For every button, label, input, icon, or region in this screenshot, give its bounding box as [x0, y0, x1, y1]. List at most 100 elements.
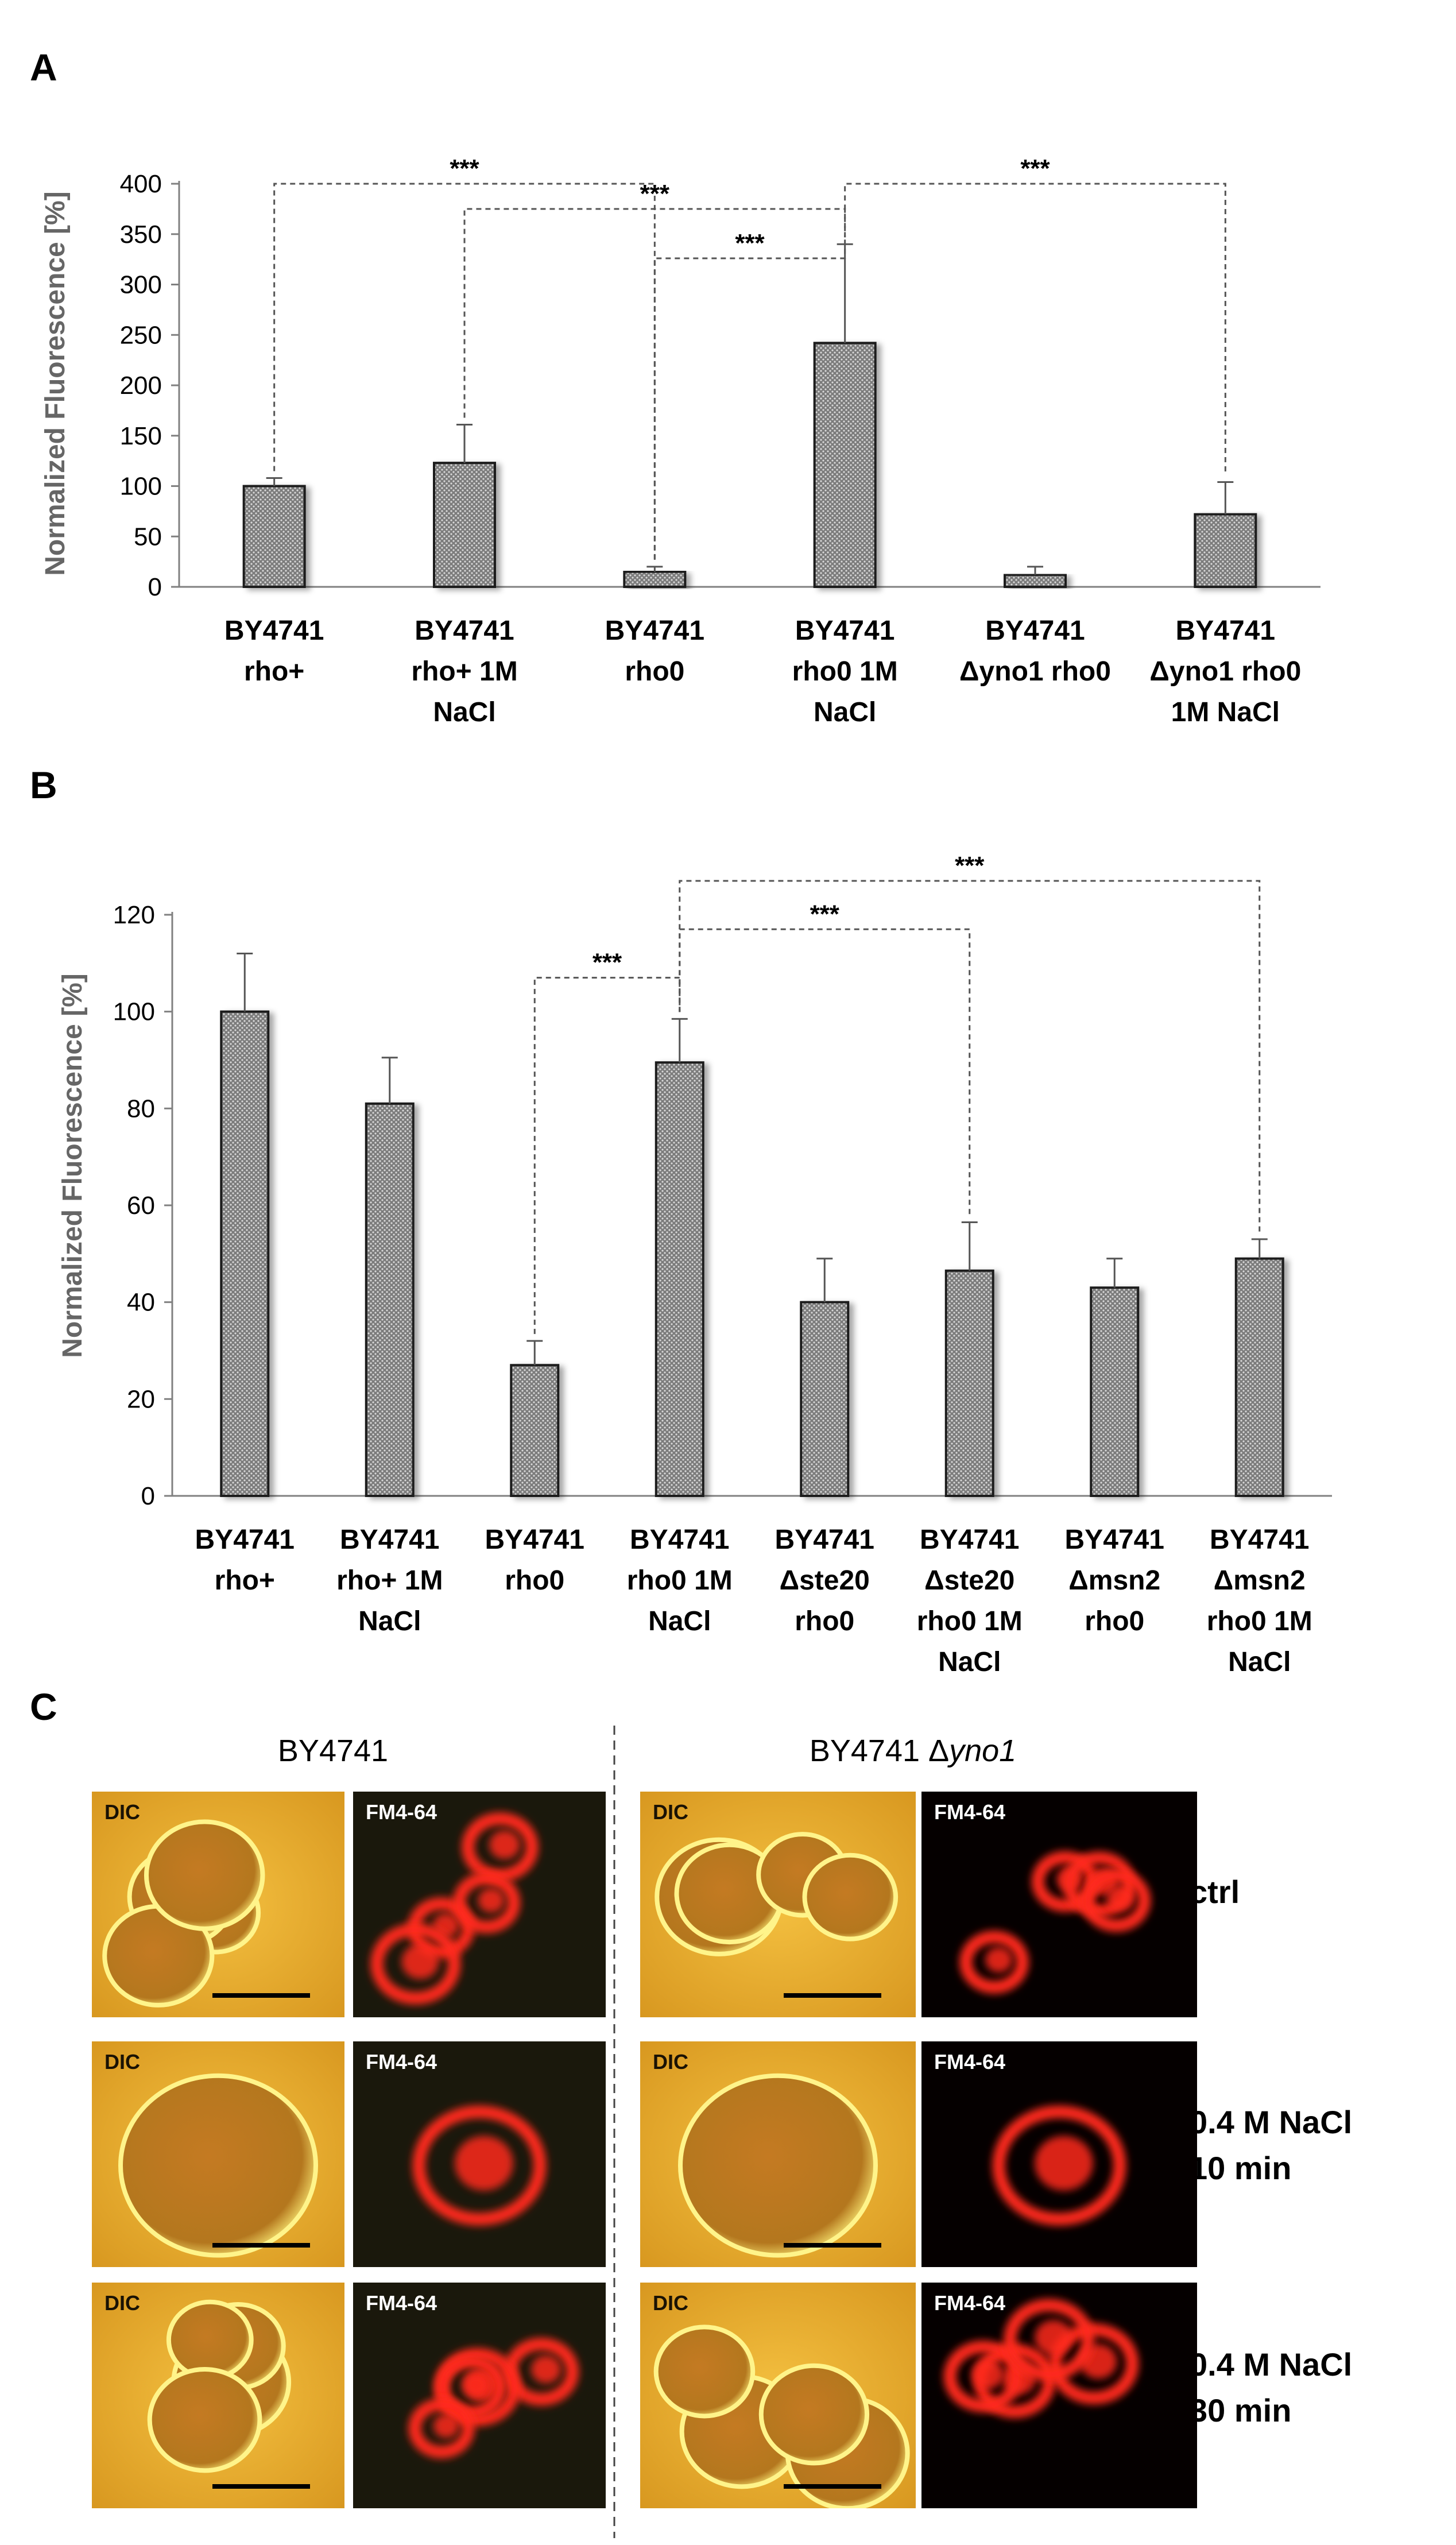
category-label-line: Δste20 — [924, 1565, 1014, 1596]
bar — [944, 1269, 994, 1498]
cell — [653, 2324, 756, 2419]
cells — [147, 2299, 292, 2473]
category-label-line: Δyno1 rho0 — [1149, 656, 1301, 687]
y-tick-label: 80 — [127, 1094, 155, 1123]
cells — [653, 2324, 910, 2508]
category-label: BY4741 Δmsn2 rho0 — [1065, 1525, 1164, 1637]
fm-channel-label: FM4-64 — [366, 2050, 437, 2074]
cells — [118, 2073, 318, 2258]
fm-channel-label: FM4-64 — [366, 1800, 437, 1824]
fm4-64-micrograph: FM4-64 — [353, 1792, 606, 2017]
cell — [147, 2366, 262, 2473]
bar — [813, 342, 877, 588]
stained-vacuole — [370, 1923, 461, 2005]
fm4-64-micrograph: FM4-64 — [921, 1792, 1197, 2017]
panel-b-label: B — [30, 764, 57, 806]
stained-vacuole — [1049, 2323, 1139, 2405]
bar — [242, 485, 306, 588]
stained-vacuole-core — [455, 2136, 513, 2191]
significance-bracket — [653, 237, 846, 560]
y-tick-label: 40 — [127, 1289, 155, 1317]
strain-label-yno1-base: BY4741 Δ — [810, 1734, 949, 1768]
dic-channel-label: DIC — [104, 1800, 140, 1824]
stained-vacuole — [412, 2105, 547, 2226]
cells — [992, 2105, 1126, 2226]
stained-vacuole-core — [462, 2372, 490, 2398]
bar — [655, 1061, 704, 1497]
category-label-line: rho0 — [505, 1565, 564, 1596]
cell — [758, 2363, 870, 2466]
y-tick-label: 50 — [134, 523, 162, 551]
significance-bracket — [679, 880, 1261, 1233]
category-label-line: Δyno1 rho0 — [959, 656, 1111, 687]
category-label-line: BY4741 — [340, 1525, 439, 1555]
stained-vacuole-core — [985, 1947, 1013, 1973]
y-tick-label: 250 — [120, 321, 162, 349]
dic-micrograph: DIC — [92, 2041, 344, 2267]
significance-label: *** — [640, 180, 670, 208]
micrograph-grid: DIC FM4-64 DIC FM4-64 DIC FM4-64 DIC FM4-64 DIC F… — [92, 1792, 1197, 2508]
cell — [678, 2073, 878, 2258]
fm-channel-label: FM4-64 — [934, 1800, 1005, 1824]
category-label-line: BY4741 — [775, 1525, 874, 1555]
category-label-line: rho+ 1M — [411, 656, 517, 687]
category-label: BY4741 Δyno1 rho0 — [959, 616, 1111, 687]
category-label-line: rho0 1M — [1207, 1606, 1312, 1637]
y-tick-label: 120 — [113, 901, 155, 929]
cell — [144, 1819, 265, 1931]
stained-vacuole-core — [401, 1944, 439, 1979]
category-label: BY4741 rho0 1M NaCl — [792, 616, 898, 728]
row-label-30min-line2: 30 min — [1190, 2392, 1291, 2428]
category-label-line: rho0 1M — [792, 656, 898, 687]
category-label-line: Δste20 — [780, 1565, 870, 1596]
bar — [365, 1102, 415, 1497]
significance-bracket — [679, 928, 971, 1216]
dic-channel-label: DIC — [104, 2050, 140, 2074]
category-label-line: NaCl — [648, 1606, 711, 1637]
dic-channel-label: DIC — [653, 2050, 688, 2074]
dic-micrograph: DIC — [92, 2283, 344, 2508]
cells — [655, 1832, 899, 1956]
chart-a-y-axis-label: Normalized Fluorescence [%] — [40, 191, 71, 576]
bar — [1234, 1257, 1284, 1497]
stained-vacuole — [1004, 2299, 1095, 2381]
stained-vacuole-core — [530, 2355, 562, 2384]
row-label-ctrl: ctrl — [1190, 1874, 1240, 1910]
category-label-line: rho+ 1M — [336, 1565, 443, 1596]
cells — [370, 1812, 539, 2005]
significance-bracket — [533, 977, 681, 1335]
panel-a-label: A — [30, 46, 57, 88]
category-label: BY4741 rho0 1M NaCl — [627, 1525, 733, 1637]
strain-label-yno1: BY4741 Δyno1 — [810, 1734, 1016, 1768]
bar — [623, 570, 687, 588]
cell — [166, 2299, 254, 2381]
significance-label: *** — [450, 154, 479, 183]
category-label: BY4741 rho0 — [485, 1525, 584, 1596]
dic-micrograph: DIC — [92, 1792, 344, 2017]
category-label-line: BY4741 — [795, 616, 894, 646]
cells — [678, 2073, 878, 2258]
y-tick-label: 100 — [113, 998, 155, 1026]
cells — [943, 2299, 1139, 2418]
dic-channel-label: DIC — [653, 2291, 688, 2315]
dic-channel-label: DIC — [104, 2291, 140, 2315]
category-label-line: rho0 — [1085, 1606, 1144, 1637]
significance-bracket — [844, 183, 1226, 475]
fm4-64-micrograph: FM4-64 — [921, 2041, 1197, 2267]
category-label-line: BY4741 — [1176, 616, 1275, 646]
dic-micrograph: DIC — [640, 2041, 916, 2267]
dic-micrograph: DIC — [640, 2283, 916, 2508]
stained-vacuole-core — [478, 1888, 505, 1913]
significance-bracket — [463, 208, 846, 418]
y-tick-label: 200 — [120, 372, 162, 400]
y-tick-label: 0 — [141, 1482, 155, 1510]
row-label-10min-line1: 0.4 M NaCl — [1190, 2104, 1352, 2140]
category-label-line: BY4741 — [920, 1525, 1019, 1555]
stained-vacuole-core — [1035, 2319, 1072, 2356]
stained-vacuole — [943, 2341, 1023, 2412]
category-label-line: BY4741 — [630, 1525, 729, 1555]
significance-label: *** — [1020, 154, 1050, 183]
category-label-line: rho0 1M — [917, 1606, 1023, 1637]
bar — [510, 1364, 560, 1498]
